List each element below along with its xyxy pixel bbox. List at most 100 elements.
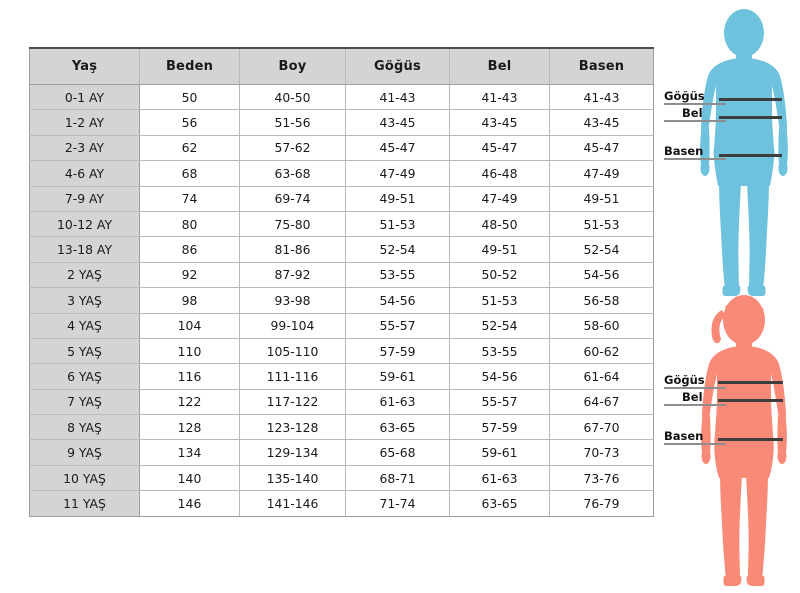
column-header-height: Boy [239, 47, 346, 85]
cell-height: 105-110 [239, 337, 346, 365]
cell-size: 140 [139, 464, 240, 492]
cell-waist: 55-57 [449, 388, 550, 416]
cell-size: 128 [139, 414, 240, 441]
cell-waist: 53-55 [449, 337, 550, 365]
table-body: 0-1 AY 50 40-50 41-43 41-43 41-43 1-2 AY 56 51-5… [29, 83, 654, 517]
cell-height: 93-98 [239, 287, 346, 314]
cell-chest: 52-54 [345, 236, 450, 263]
cell-hip: 70-73 [549, 439, 654, 466]
cell-size: 134 [139, 439, 240, 466]
hip-leader-line [664, 158, 726, 160]
cell-age: 0-1 AY [29, 83, 140, 111]
cell-hip: 41-43 [549, 83, 654, 111]
cell-waist: 51-53 [449, 287, 550, 314]
cell-height: 57-62 [239, 134, 346, 162]
cell-height: 75-80 [239, 210, 346, 238]
cell-chest: 53-55 [345, 261, 450, 289]
table-row: 7 YAŞ 122 117-122 61-63 55-57 64-67 [29, 388, 654, 416]
cell-waist: 61-63 [449, 464, 550, 492]
cell-waist: 63-65 [449, 490, 550, 517]
cell-height: 81-86 [239, 236, 346, 263]
cell-chest: 68-71 [345, 464, 450, 492]
column-header-size: Beden [139, 47, 240, 85]
girl-body-icon [701, 295, 787, 586]
table-row: 5 YAŞ 110 105-110 57-59 53-55 60-62 [29, 337, 654, 365]
cell-chest: 59-61 [345, 363, 450, 390]
cell-age: 1-2 AY [29, 109, 140, 136]
cell-age: 3 YAŞ [29, 287, 140, 314]
table-row: 13-18 AY 86 81-86 52-54 49-51 52-54 [29, 236, 654, 263]
table-row: 10-12 AY 80 75-80 51-53 48-50 51-53 [29, 210, 654, 238]
cell-age: 9 YAŞ [29, 439, 140, 466]
cell-waist: 50-52 [449, 261, 550, 289]
cell-size: 62 [139, 134, 240, 162]
cell-hip: 43-45 [549, 109, 654, 136]
cell-hip: 45-47 [549, 134, 654, 162]
cell-hip: 52-54 [549, 236, 654, 263]
header-row: Yaş Beden Boy Göğüs Bel Basen [29, 47, 654, 85]
cell-age: 10 YAŞ [29, 464, 140, 492]
cell-waist: 52-54 [449, 312, 550, 339]
waist-label: Bel [682, 106, 703, 120]
cell-hip: 49-51 [549, 185, 654, 212]
cell-size: 122 [139, 388, 240, 416]
size-table-container: Yaş Beden Boy Göğüs Bel Basen 0-1 AY 50 40… [29, 47, 654, 517]
hip-leader-line [664, 443, 726, 445]
cell-chest: 45-47 [345, 134, 450, 162]
cell-size: 92 [139, 261, 240, 289]
girl-figure-block: Göğüs Bel Basen [660, 292, 800, 590]
cell-height: 87-92 [239, 261, 346, 289]
cell-age: 2-3 AY [29, 134, 140, 162]
cell-waist: 47-49 [449, 185, 550, 212]
cell-height: 51-56 [239, 109, 346, 136]
cell-age: 4 YAŞ [29, 312, 140, 339]
cell-size: 98 [139, 287, 240, 314]
cell-age: 8 YAŞ [29, 414, 140, 441]
table-row: 6 YAŞ 116 111-116 59-61 54-56 61-64 [29, 363, 654, 390]
waist-leader-line [664, 404, 726, 406]
cell-size: 146 [139, 490, 240, 517]
cell-hip: 47-49 [549, 160, 654, 187]
waist-measure-line [719, 116, 782, 120]
cell-hip: 67-70 [549, 414, 654, 441]
hip-measure-line [719, 154, 782, 158]
column-header-chest: Göğüs [345, 47, 450, 85]
size-table: Yaş Beden Boy Göğüs Bel Basen 0-1 AY 50 40… [29, 47, 654, 517]
cell-chest: 47-49 [345, 160, 450, 187]
cell-chest: 71-74 [345, 490, 450, 517]
cell-chest: 65-68 [345, 439, 450, 466]
hip-label: Basen [664, 144, 704, 158]
cell-size: 56 [139, 109, 240, 136]
cell-height: 99-104 [239, 312, 346, 339]
cell-age: 5 YAŞ [29, 337, 140, 365]
table-row: 3 YAŞ 98 93-98 54-56 51-53 56-58 [29, 287, 654, 314]
cell-chest: 61-63 [345, 388, 450, 416]
cell-height: 129-134 [239, 439, 346, 466]
cell-height: 123-128 [239, 414, 346, 441]
table-row: 4-6 AY 68 63-68 47-49 46-48 47-49 [29, 160, 654, 187]
cell-hip: 61-64 [549, 363, 654, 390]
cell-age: 7-9 AY [29, 185, 140, 212]
table-row: 11 YAŞ 146 141-146 71-74 63-65 76-79 [29, 490, 654, 517]
cell-age: 13-18 AY [29, 236, 140, 263]
cell-hip: 76-79 [549, 490, 654, 517]
hip-measure-line [718, 438, 783, 442]
cell-hip: 58-60 [549, 312, 654, 339]
boy-figure-block: Göğüs Bel Basen [660, 8, 800, 298]
cell-chest: 63-65 [345, 414, 450, 441]
cell-waist: 57-59 [449, 414, 550, 441]
cell-height: 40-50 [239, 83, 346, 111]
chest-measure-line [718, 381, 783, 385]
cell-chest: 49-51 [345, 185, 450, 212]
cell-height: 69-74 [239, 185, 346, 212]
chest-leader-line [664, 387, 726, 389]
cell-size: 116 [139, 363, 240, 390]
cell-chest: 41-43 [345, 83, 450, 111]
cell-height: 63-68 [239, 160, 346, 187]
cell-size: 74 [139, 185, 240, 212]
cell-hip: 64-67 [549, 388, 654, 416]
cell-chest: 54-56 [345, 287, 450, 314]
cell-chest: 57-59 [345, 337, 450, 365]
waist-label: Bel [682, 390, 703, 404]
